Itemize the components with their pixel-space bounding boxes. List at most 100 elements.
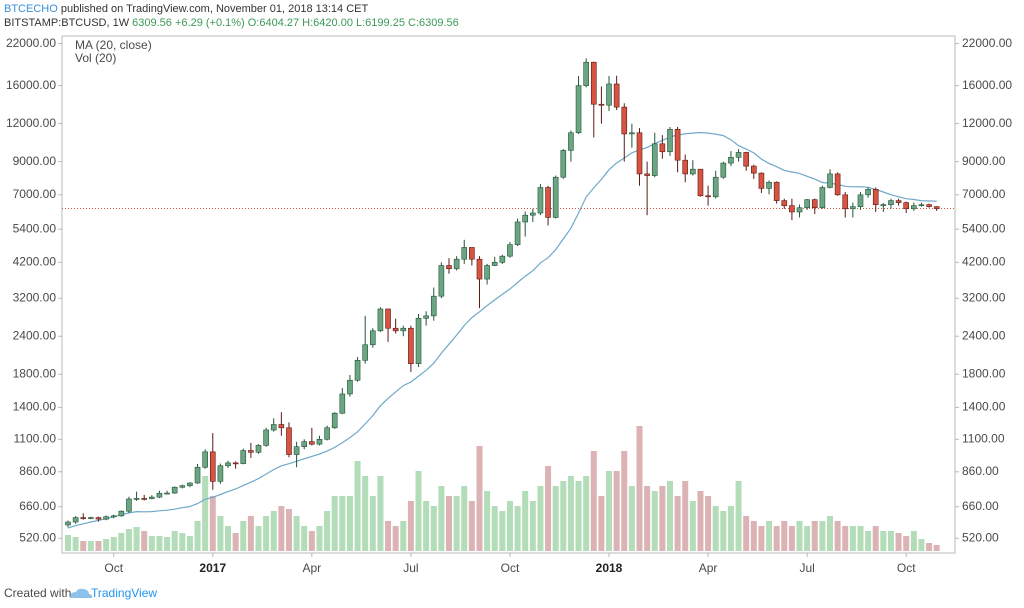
candle-body <box>156 492 163 498</box>
y-tick-label: 520.00 <box>19 530 56 544</box>
candle-body <box>590 61 597 105</box>
y-tick-label: 3200.00 <box>13 290 57 304</box>
candle-body <box>507 244 513 257</box>
candle-body <box>834 173 841 196</box>
volume-bar <box>476 446 483 551</box>
candle-body <box>339 393 346 414</box>
volume-bar <box>857 526 864 551</box>
x-tick-label: Oct <box>501 561 520 575</box>
y-tick-label: 3200.00 <box>962 290 1006 304</box>
x-tick-label: Jul <box>799 561 814 575</box>
ohlc: O:6404.27 H:6420.00 L:6199.25 C:6309.56 <box>248 17 459 29</box>
y-tick-label: 2400.00 <box>13 328 57 342</box>
volume-bar <box>872 526 879 551</box>
volume-bar <box>674 496 681 551</box>
candle-body <box>918 204 925 206</box>
volume-bar <box>689 501 696 551</box>
x-tick-label: 2018 <box>596 561 623 575</box>
candle-body <box>126 498 132 512</box>
y-tick-label: 4200.00 <box>13 254 57 268</box>
candle-body <box>933 206 940 209</box>
volume-bar <box>743 516 750 551</box>
candle-body <box>194 466 201 484</box>
volume-bar <box>270 511 277 551</box>
volume-bar <box>773 526 780 551</box>
volume-bar <box>545 466 552 551</box>
volume-bar <box>918 539 925 551</box>
candle-body <box>750 165 757 174</box>
volume-bar <box>468 501 475 551</box>
footer-created: Created with <box>4 586 71 600</box>
candle-body <box>545 187 551 218</box>
volume-bar <box>103 539 110 551</box>
candle-body <box>491 262 498 266</box>
candle-body <box>781 200 788 206</box>
y-tick-label: 660.00 <box>19 499 56 513</box>
candle-body <box>636 132 643 175</box>
candle-body <box>728 157 734 164</box>
y-tick-label: 9000.00 <box>962 154 1006 168</box>
footer-brand[interactable]: TradingView <box>91 586 157 600</box>
candle-body <box>476 258 483 280</box>
candle-body <box>682 159 689 175</box>
candle-body <box>568 132 574 151</box>
volume-bar <box>621 451 628 551</box>
volume-bar <box>849 526 856 551</box>
volume-bar <box>148 536 155 551</box>
volume-bar <box>301 526 308 551</box>
candle-body <box>865 188 871 196</box>
candle-body <box>293 446 300 455</box>
volume-bar <box>346 496 353 551</box>
candle-body <box>712 176 719 198</box>
volume-bar <box>552 486 559 551</box>
volume-bar <box>430 506 437 551</box>
volume-bar <box>400 521 407 551</box>
volume-bar <box>247 516 254 551</box>
candle-body <box>149 496 155 499</box>
candle-body <box>811 199 818 209</box>
candle-body <box>872 188 879 205</box>
candle-body <box>316 438 323 445</box>
y-tick-label: 22000.00 <box>6 36 56 50</box>
candle-body <box>850 206 856 210</box>
volume-bar <box>697 491 704 551</box>
candle-body <box>278 424 285 429</box>
candle-body <box>743 152 749 167</box>
candle-body <box>103 516 109 520</box>
candle-body <box>690 168 696 175</box>
volume-bar <box>758 526 765 551</box>
y-tick-label: 860.00 <box>19 464 56 478</box>
logo <box>70 588 93 598</box>
volume-bar <box>926 543 933 551</box>
volume-bar <box>194 521 201 551</box>
volume-bar <box>65 535 71 551</box>
candle-body <box>484 265 490 280</box>
volume-bar <box>804 526 811 551</box>
volume-bar <box>598 496 605 551</box>
candle-body <box>263 429 269 446</box>
volume-bar <box>575 481 582 551</box>
candle-body <box>240 450 247 464</box>
volume-bar <box>529 501 536 551</box>
volume-bar <box>720 511 727 551</box>
candle-body <box>286 427 292 455</box>
candle-body <box>354 360 361 381</box>
symbol: BITSTAMP:BTCUSD, 1W <box>4 17 130 29</box>
volume-bar <box>415 471 422 551</box>
y-tick-label: 22000.00 <box>962 36 1012 50</box>
volume-bar <box>316 526 323 551</box>
y-tick-label: 1400.00 <box>962 400 1006 414</box>
candle-body <box>705 195 711 198</box>
published: published on TradingView.com, November 0… <box>61 3 369 15</box>
y-tick-label: 660.00 <box>962 499 999 513</box>
candle-body <box>926 204 932 207</box>
candle-body <box>324 427 330 440</box>
volume-bar <box>278 506 285 551</box>
price: 6309.56 +6.29 (+0.1%) <box>132 17 245 29</box>
volume-bar <box>514 506 521 551</box>
y-tick-label: 1800.00 <box>13 366 57 380</box>
volume-bar <box>666 481 673 551</box>
volume-bar <box>750 521 757 551</box>
candle-body <box>667 128 673 153</box>
volume-bar <box>331 496 338 551</box>
